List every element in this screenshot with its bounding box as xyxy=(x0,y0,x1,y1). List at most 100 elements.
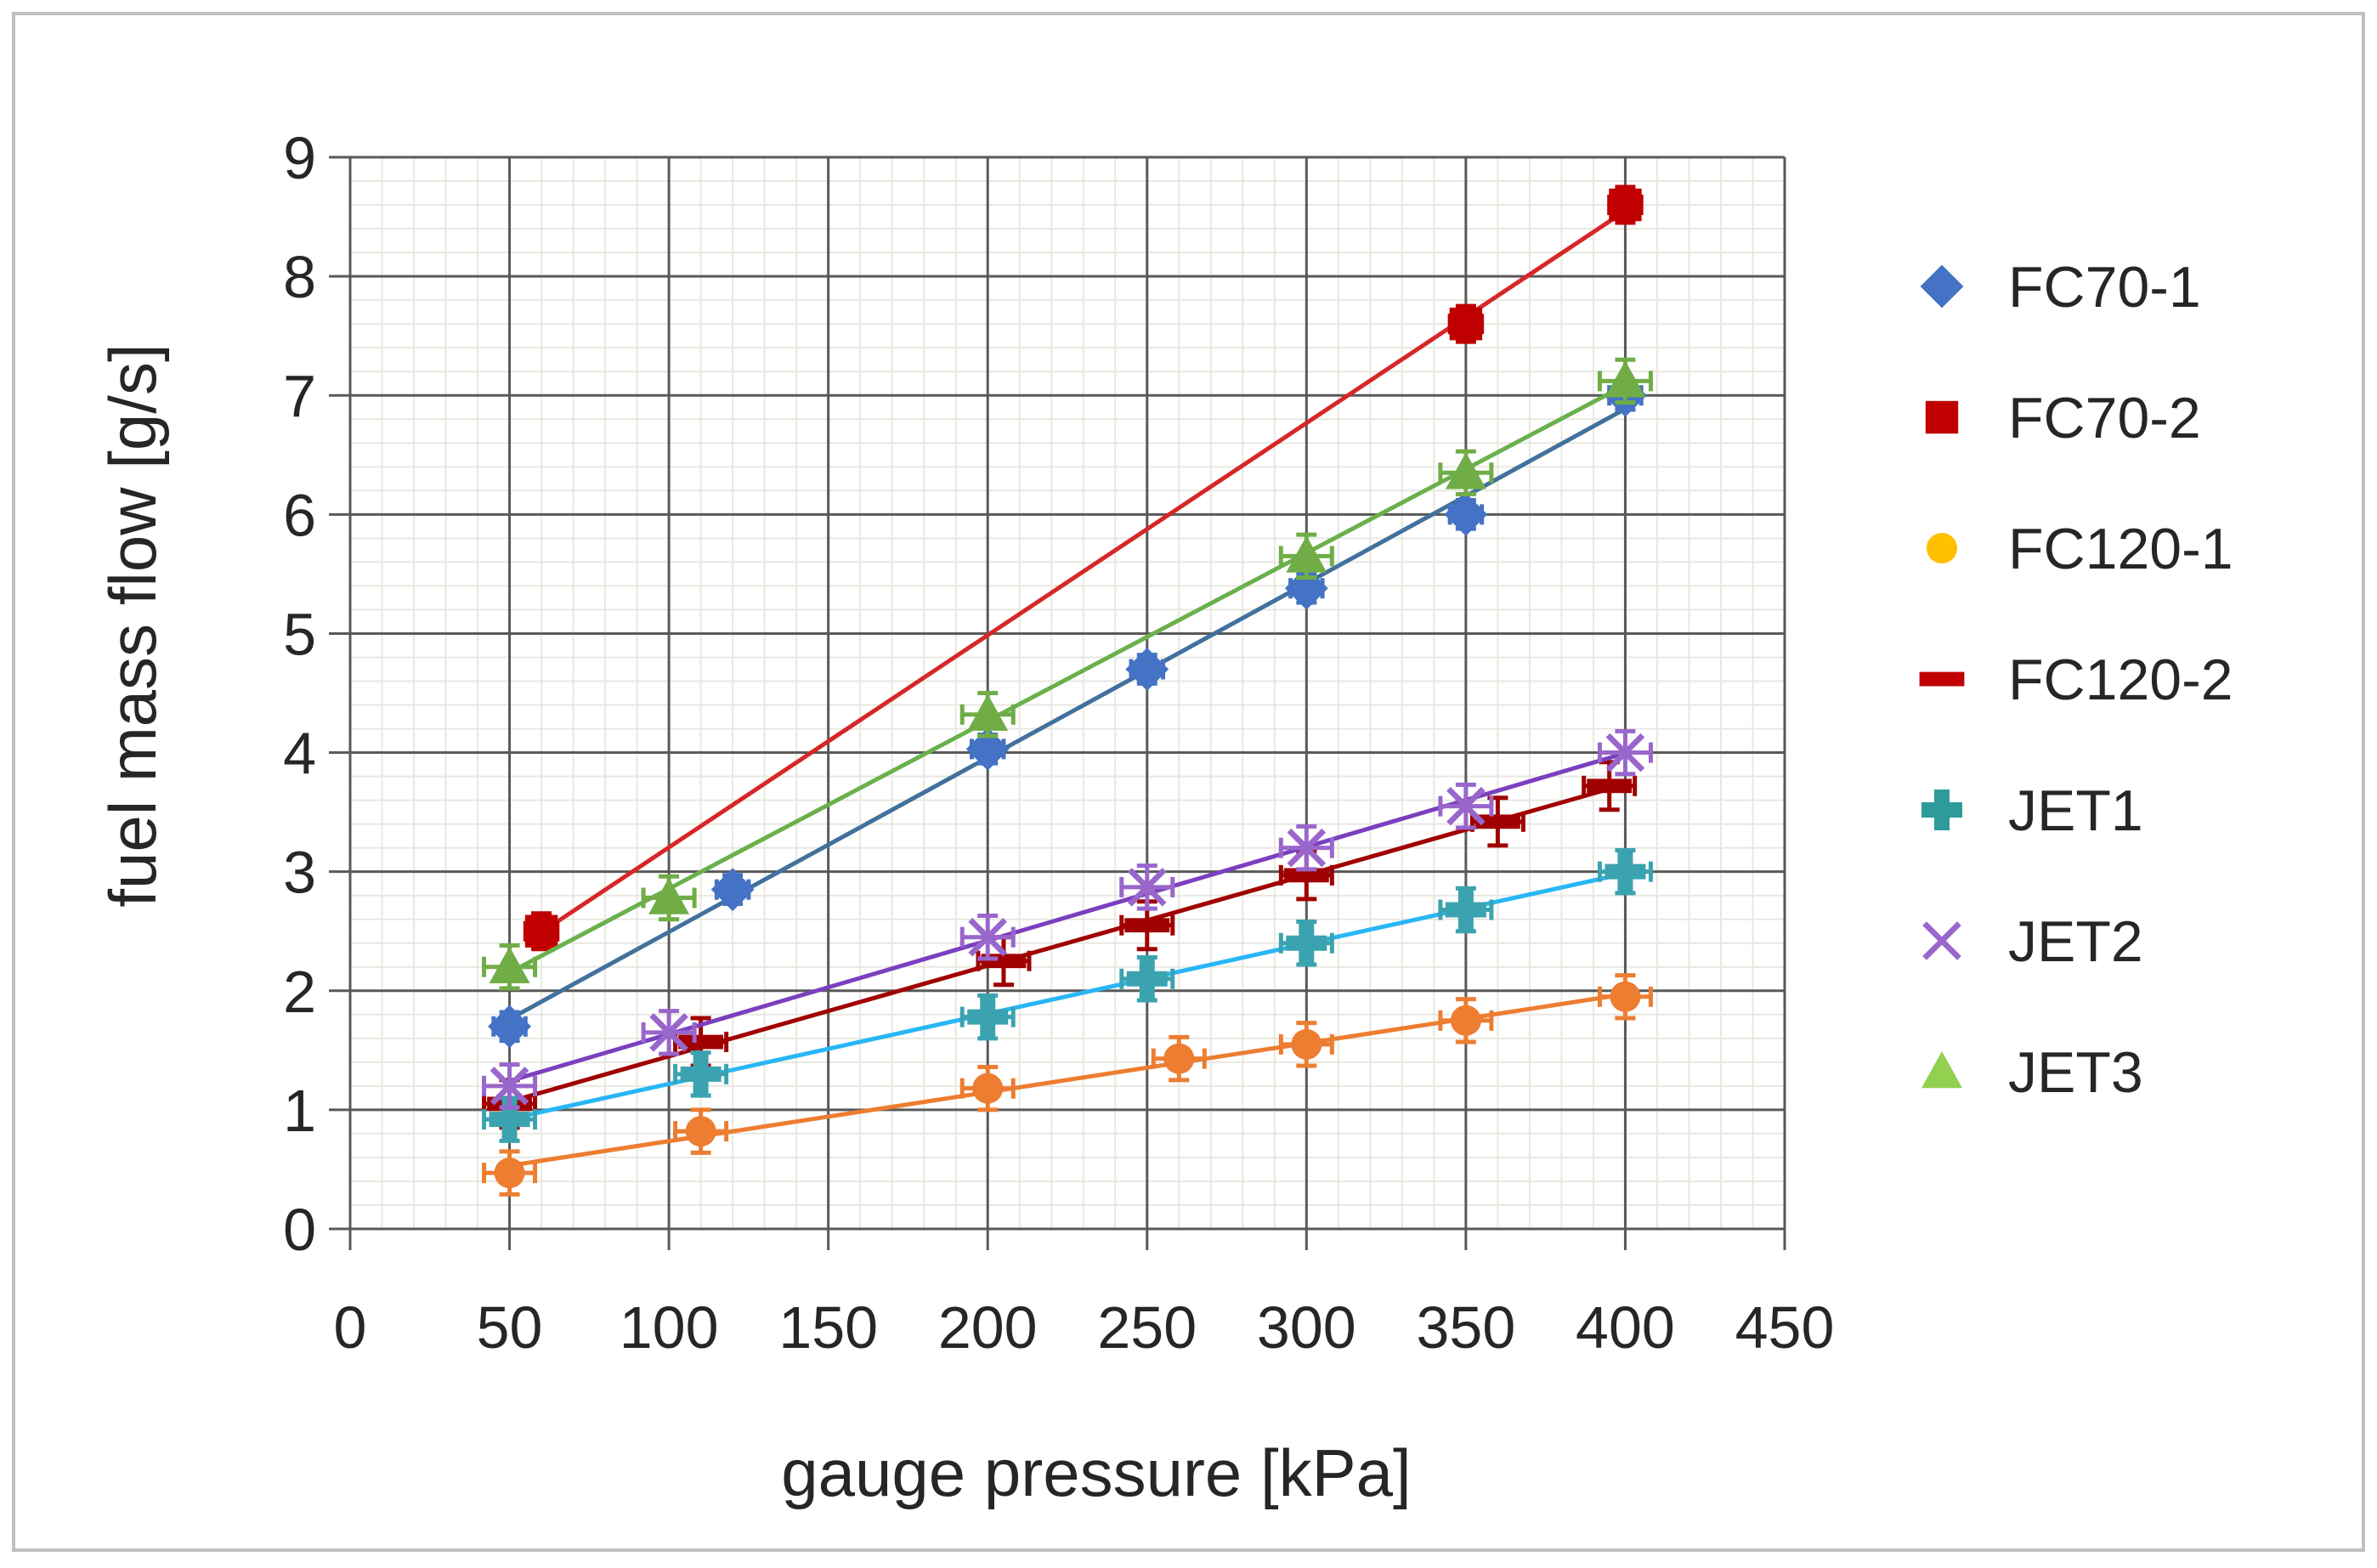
chart-border xyxy=(12,12,2365,1552)
error-bar xyxy=(959,914,1016,961)
trendline-jet3 xyxy=(508,382,1627,975)
x-tick-label: 300 xyxy=(1257,1294,1356,1361)
data-point-jet2 xyxy=(1128,868,1167,907)
data-point-fc120-1 xyxy=(1450,1005,1481,1036)
legend-label-jet1: JET1 xyxy=(2008,778,2143,843)
y-tick-label: 0 xyxy=(283,1197,316,1263)
x-tick-label: 250 xyxy=(1097,1294,1197,1361)
x-tick-label: 150 xyxy=(778,1294,878,1361)
data-point-fc120-1 xyxy=(1291,1028,1322,1060)
data-point-jet1 xyxy=(1126,958,1168,999)
legend-item-fc120-2: FC120-2 xyxy=(1919,648,2233,712)
data-point-jet2 xyxy=(649,1013,688,1052)
legend-item-fc70-1: FC70-1 xyxy=(1920,255,2201,320)
x-tick-label: 450 xyxy=(1735,1294,1835,1361)
data-point-fc120-2 xyxy=(1475,814,1520,829)
data-point-fc70-1 xyxy=(1125,648,1169,691)
data-point-jet3 xyxy=(1286,535,1327,573)
legend-label-fc120-1: FC120-1 xyxy=(2008,517,2233,581)
x-tick-label: 200 xyxy=(938,1294,1038,1361)
trendline-fc70-1 xyxy=(508,406,1627,1022)
legend-marker-fc70-2 xyxy=(1925,400,1959,434)
legend-marker-jet2 xyxy=(1922,921,1961,960)
data-point-fc120-2 xyxy=(1283,868,1329,883)
series-jet3 xyxy=(482,357,1653,991)
data-point-jet3 xyxy=(1445,452,1486,490)
y-tick-label: 1 xyxy=(283,1078,316,1144)
data-point-fc120-2 xyxy=(678,1034,724,1050)
data-point-fc70-1 xyxy=(965,727,1010,771)
legend-marker-jet3 xyxy=(1921,1051,1962,1089)
x-tick-label: 400 xyxy=(1576,1294,1675,1361)
data-point-fc120-2 xyxy=(1124,918,1170,933)
data-point-fc120-1 xyxy=(494,1158,525,1189)
data-point-jet2 xyxy=(490,1067,529,1106)
x-tick-label: 100 xyxy=(620,1294,719,1361)
data-point-fc70-1 xyxy=(1444,492,1488,536)
data-point-jet3 xyxy=(648,877,690,914)
series-jet2 xyxy=(482,728,1653,1110)
data-point-jet3 xyxy=(489,946,530,983)
y-tick-label: 7 xyxy=(283,363,316,429)
data-point-fc70-2 xyxy=(524,914,558,948)
y-axis-title: fuel mass flow [g/s] xyxy=(95,343,170,907)
legend-item-fc70-2: FC70-2 xyxy=(1925,386,2201,450)
x-tick-label: 350 xyxy=(1416,1294,1515,1361)
legend-label-fc70-2: FC70-2 xyxy=(2008,386,2201,450)
y-tick-label: 9 xyxy=(283,125,316,191)
data-point-jet1 xyxy=(967,996,1009,1038)
data-point-fc120-1 xyxy=(972,1073,1004,1104)
plot-background xyxy=(350,157,1785,1229)
data-point-jet3 xyxy=(1604,360,1646,398)
data-point-fc120-2 xyxy=(1587,778,1633,794)
x-tick-label: 0 xyxy=(334,1294,367,1361)
data-point-jet2 xyxy=(1446,786,1486,826)
legend-item-fc120-1: FC120-1 xyxy=(1927,517,2233,581)
data-point-jet1 xyxy=(680,1053,722,1095)
legend-label-fc120-2: FC120-2 xyxy=(2008,648,2233,712)
trendline-fc70-2 xyxy=(540,208,1627,935)
data-point-fc120-1 xyxy=(1163,1043,1195,1074)
legend-item-jet2: JET2 xyxy=(1922,909,2143,974)
data-point-jet2 xyxy=(1287,828,1327,868)
y-tick-label: 2 xyxy=(283,959,316,1025)
y-tick-label: 6 xyxy=(283,482,316,548)
legend-marker-fc120-1 xyxy=(1927,533,1957,563)
data-point-jet1 xyxy=(1286,922,1327,964)
legend-label-jet3: JET3 xyxy=(2008,1040,2143,1105)
data-point-fc120-1 xyxy=(685,1116,716,1147)
legend-marker-fc70-1 xyxy=(1920,264,1964,309)
legend-label-jet2: JET2 xyxy=(2008,909,2143,974)
data-point-jet1 xyxy=(1604,851,1646,892)
y-tick-label: 4 xyxy=(283,721,316,787)
data-point-fc70-2 xyxy=(1609,188,1642,222)
legend-marker-jet1 xyxy=(1921,790,1962,830)
legend-item-jet1: JET1 xyxy=(1921,778,2143,843)
y-tick-label: 3 xyxy=(283,840,316,906)
x-tick-label: 50 xyxy=(477,1294,543,1361)
plot-area: 0 50 100 150 200 250 300 350 400 450 0 1 2 3 4 5 6 7 8 9 xyxy=(283,125,1834,1361)
x-axis-title: gauge pressure [kPa] xyxy=(781,1435,1411,1510)
data-point-jet1 xyxy=(1445,889,1486,931)
data-point-fc70-2 xyxy=(1449,307,1483,341)
series-fc120-1 xyxy=(482,973,1653,1197)
series-fc120-2 xyxy=(482,760,1638,1130)
legend-item-jet3: JET3 xyxy=(1921,1040,2143,1105)
series-jet1 xyxy=(482,847,1653,1143)
series-fc70-2 xyxy=(523,184,1644,952)
legend-label-fc70-1: FC70-1 xyxy=(2008,255,2201,320)
y-tick-label: 5 xyxy=(283,601,316,667)
legend: FC70-1 FC70-2 FC120-1 FC120-2 JET1 JET2 JET3 xyxy=(1919,255,2233,1105)
data-point-jet3 xyxy=(967,693,1009,731)
data-point-jet1 xyxy=(489,1099,530,1141)
y-tick-label: 8 xyxy=(283,244,316,310)
legend-marker-fc120-2 xyxy=(1919,671,1965,687)
data-point-fc70-1 xyxy=(488,1005,531,1049)
data-point-jet2 xyxy=(1605,733,1645,773)
data-point-jet2 xyxy=(968,917,1007,957)
data-point-fc70-1 xyxy=(710,868,755,912)
trendline-fc120-2 xyxy=(508,786,1610,1104)
data-point-fc120-1 xyxy=(1610,981,1641,1012)
